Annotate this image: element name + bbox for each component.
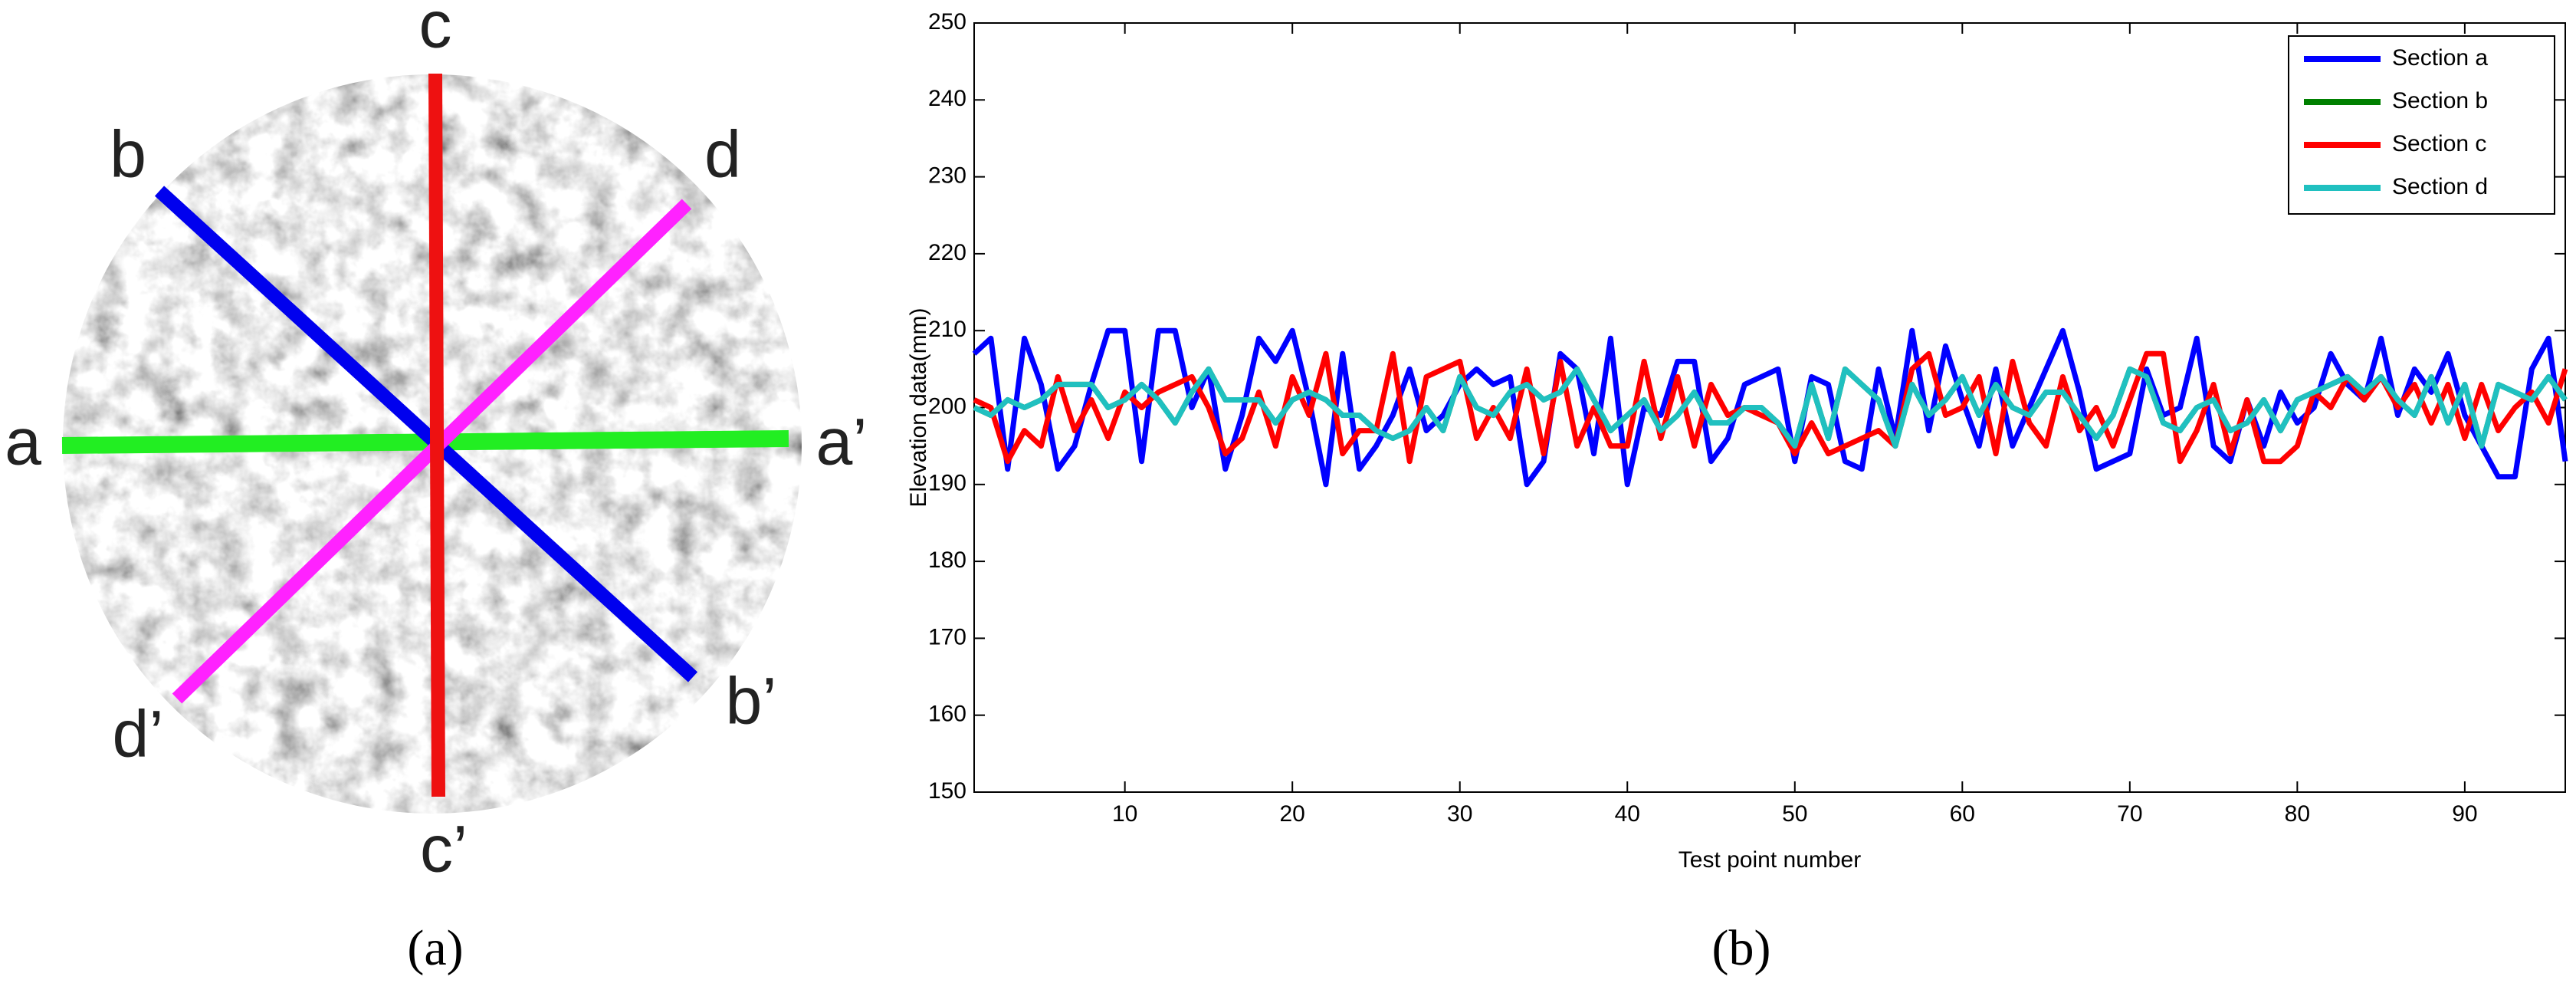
legend-label: Section c — [2392, 131, 2486, 156]
y-tick-label: 180 — [928, 547, 966, 573]
caption-b: (b) — [1712, 920, 1771, 976]
label-b-prime: b’ — [726, 665, 777, 738]
x-tick-label: 10 — [1112, 801, 1137, 827]
label-c: c — [419, 0, 452, 62]
x-tick-label: 50 — [1782, 801, 1807, 827]
series-line — [973, 350, 2568, 465]
label-d: d — [704, 118, 741, 192]
section-b-line — [154, 186, 698, 682]
caption-a: (a) — [407, 920, 463, 976]
y-axis-label: Elevation data(mm) — [906, 307, 931, 507]
y-tick-label: 200 — [928, 393, 966, 419]
y-tick-label: 160 — [928, 702, 966, 727]
y-tick-label: 150 — [928, 778, 966, 804]
label-d-prime: d’ — [113, 698, 164, 771]
legend-label: Section b — [2392, 88, 2488, 113]
y-tick-label: 190 — [928, 471, 966, 496]
x-tick-label: 70 — [2117, 801, 2142, 827]
y-tick-label: 230 — [928, 163, 966, 189]
y-tick-label: 250 — [928, 9, 966, 35]
y-tick-label: 170 — [928, 624, 966, 649]
y-tick-label: 240 — [928, 86, 966, 111]
x-tick-label: 60 — [1950, 801, 1975, 827]
legend-box — [2288, 35, 2555, 215]
rock-sample: c b d a a’ d’ b’ c’ — [5, 0, 867, 886]
legend-label: Section d — [2392, 174, 2488, 199]
series-line — [972, 327, 2568, 488]
label-a-prime: a’ — [816, 406, 868, 479]
line-chart: 150 160 170 180 190 200 210 220 230 240 250 10 20 30 4… — [906, 9, 2568, 873]
x-tick-label: 20 — [1280, 801, 1305, 827]
x-axis-label: Test point number — [1679, 847, 1861, 873]
x-tick-label: 90 — [2452, 801, 2477, 827]
y-tick-label: 210 — [928, 317, 966, 342]
x-tick-label: 30 — [1447, 801, 1472, 827]
label-a: a — [5, 406, 41, 479]
label-c-prime: c’ — [420, 813, 468, 886]
x-tick-label: 80 — [2285, 801, 2310, 827]
label-b: b — [110, 118, 146, 192]
series-line — [973, 366, 2568, 449]
y-tick-label: 220 — [928, 240, 966, 265]
legend-label: Section a — [2392, 45, 2488, 71]
section-c-line — [428, 73, 445, 797]
x-tick-label: 40 — [1615, 801, 1640, 827]
